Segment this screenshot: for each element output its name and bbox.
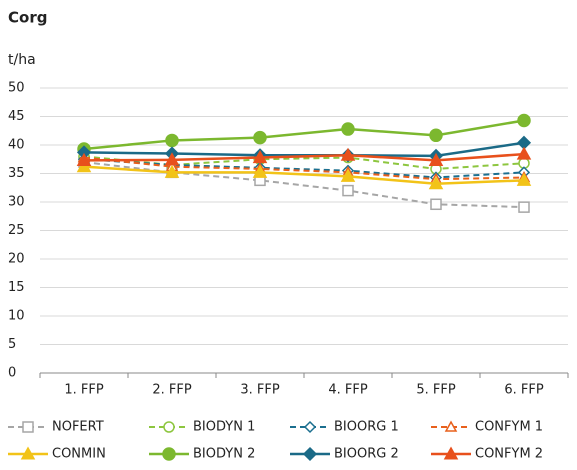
series-line bbox=[83, 152, 525, 162]
x-tick-label: 1. FFP bbox=[64, 383, 103, 398]
legend-marker bbox=[443, 446, 459, 460]
legend-label: BIOORG 1 bbox=[334, 420, 399, 435]
x-tick-label: 6. FFP bbox=[504, 383, 543, 398]
legend-marker bbox=[163, 421, 175, 433]
marker bbox=[341, 122, 355, 136]
marker bbox=[252, 164, 268, 178]
legend-marker bbox=[22, 421, 34, 433]
marker bbox=[516, 172, 532, 186]
y-tick-label: 40 bbox=[8, 138, 25, 153]
x-tick-label: 2. FFP bbox=[152, 383, 191, 398]
y-tick-label: 35 bbox=[8, 166, 25, 181]
y-tick-label: 45 bbox=[8, 109, 25, 124]
legend-marker bbox=[444, 420, 458, 432]
series-line bbox=[83, 156, 525, 181]
x-tick-label: 3. FFP bbox=[240, 383, 279, 398]
series-line bbox=[83, 119, 525, 151]
marker bbox=[516, 146, 532, 160]
marker bbox=[76, 159, 92, 173]
marker bbox=[429, 128, 443, 143]
marker bbox=[428, 176, 444, 190]
y-tick-label: 15 bbox=[8, 280, 25, 295]
y-tick-label: 25 bbox=[8, 223, 25, 238]
y-tick-label: 10 bbox=[8, 309, 25, 324]
legend-label: CONMIN bbox=[52, 447, 106, 462]
legend-marker bbox=[302, 446, 318, 462]
legend-label: BIOORG 2 bbox=[334, 447, 399, 462]
legend-label: NOFERT bbox=[52, 420, 104, 435]
legend-label: CONFYM 1 bbox=[475, 420, 543, 435]
marker bbox=[428, 152, 444, 166]
marker bbox=[164, 152, 180, 166]
marker bbox=[517, 113, 531, 128]
legend-label: BIODYN 1 bbox=[193, 420, 255, 435]
marker bbox=[165, 133, 179, 148]
y-tick-label: 20 bbox=[8, 252, 25, 267]
chart-title: Corg bbox=[8, 9, 47, 27]
legend-label: CONFYM 2 bbox=[475, 447, 543, 462]
marker bbox=[340, 168, 356, 182]
legend-marker bbox=[162, 447, 176, 461]
marker bbox=[430, 198, 442, 211]
marker bbox=[340, 147, 356, 161]
marker bbox=[518, 201, 530, 213]
series-line bbox=[83, 165, 525, 186]
x-tick-label: 4. FFP bbox=[328, 383, 367, 398]
y-tick-label: 50 bbox=[8, 81, 25, 96]
marker bbox=[342, 184, 354, 197]
x-tick-label: 5. FFP bbox=[416, 383, 455, 398]
legend-marker bbox=[303, 420, 317, 434]
marker bbox=[164, 164, 180, 178]
marker bbox=[253, 130, 267, 145]
y-tick-label: 0 bbox=[8, 366, 16, 381]
y-tick-label: 5 bbox=[8, 337, 16, 352]
marker bbox=[252, 149, 268, 164]
series-line bbox=[83, 158, 525, 179]
legend-label: BIODYN 2 bbox=[193, 447, 255, 462]
marker bbox=[76, 152, 92, 166]
legend-marker bbox=[20, 446, 36, 460]
y-axis-label: t/ha bbox=[8, 52, 36, 68]
y-tick-label: 30 bbox=[8, 195, 25, 210]
